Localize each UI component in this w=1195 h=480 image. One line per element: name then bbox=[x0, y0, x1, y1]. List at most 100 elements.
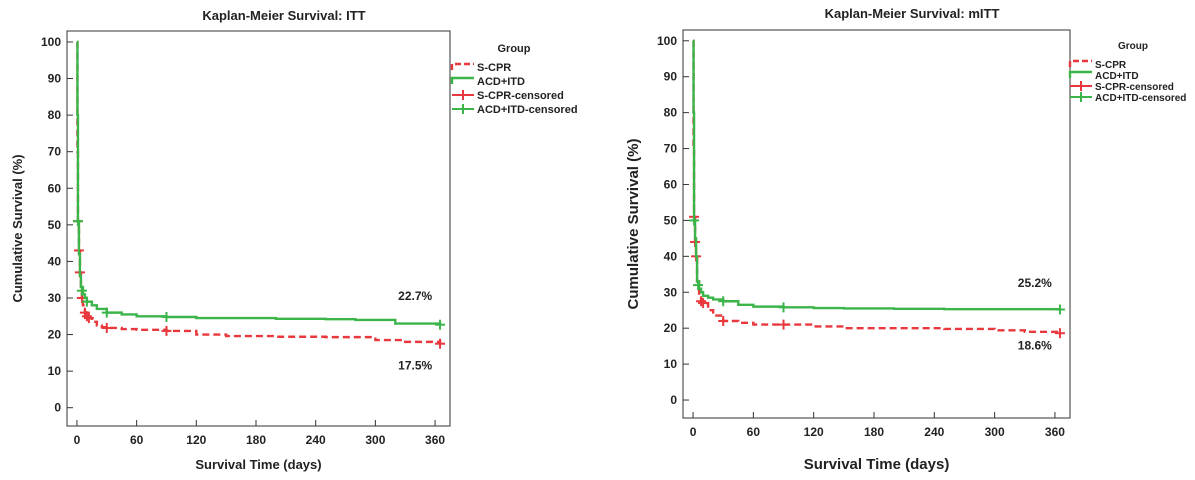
y-tick-label: 30 bbox=[664, 285, 678, 299]
y-tick-label: 90 bbox=[664, 70, 678, 84]
end-survival-label: 18.6% bbox=[1018, 339, 1052, 353]
censor-mark-acd-itd bbox=[689, 215, 700, 226]
censor-mark-acd-itd bbox=[76, 285, 87, 296]
legend-swatch bbox=[1068, 70, 1092, 78]
legend-entry: ACD+ITD bbox=[450, 76, 525, 88]
chart-2: Kaplan-Meier Survival: mITT 0 10 20 30 40 50 60… bbox=[625, 6, 1186, 473]
x-tick-label: 60 bbox=[747, 425, 761, 439]
legend-label: S-CPR bbox=[477, 62, 511, 74]
censor-mark-s-cpr bbox=[778, 319, 789, 330]
x-tick-label: 300 bbox=[985, 425, 1005, 439]
x-tick-label: 180 bbox=[246, 433, 266, 447]
legend-label: ACD+ITD-censored bbox=[1095, 93, 1186, 104]
plot-frame bbox=[66, 30, 451, 427]
series-line-s-cpr bbox=[76, 40, 442, 344]
series-line-acd-itd bbox=[76, 40, 442, 325]
legend-entry: ACD+ITD-censored bbox=[1070, 92, 1186, 104]
y-tick-label: 90 bbox=[48, 72, 62, 86]
chart-1: Kaplan-Meier Survival: ITT 0 10 20 30 40 50 60 7… bbox=[10, 8, 578, 472]
censor-mark-acd-itd bbox=[1054, 304, 1065, 315]
censor-mark-s-cpr bbox=[83, 313, 94, 324]
legend-swatch bbox=[450, 62, 474, 70]
y-axis-label: Cumulative Survival (%) bbox=[10, 154, 25, 302]
legend-swatch bbox=[450, 76, 474, 84]
censor-mark-s-cpr bbox=[161, 325, 172, 336]
x-tick-label: 120 bbox=[804, 425, 824, 439]
censor-mark-acd-itd bbox=[778, 302, 789, 313]
legend-entry: S-CPR bbox=[450, 62, 511, 74]
y-tick-label: 40 bbox=[48, 254, 62, 268]
x-tick-label: 360 bbox=[1045, 425, 1065, 439]
y-tick-label: 40 bbox=[664, 249, 678, 263]
y-tick-label: 50 bbox=[48, 218, 62, 232]
legend: Group S-CPR ACD+ITD S-CPR-censored ACD+ITD-c… bbox=[450, 43, 578, 116]
chart-title: Kaplan-Meier Survival: mITT bbox=[825, 6, 1000, 21]
y-tick-label: 10 bbox=[664, 357, 678, 371]
x-tick-label: 120 bbox=[186, 433, 206, 447]
y-tick-label: 20 bbox=[48, 328, 62, 342]
x-axis-label: Survival Time (days) bbox=[195, 457, 321, 472]
censor-mark-acd-itd bbox=[161, 312, 172, 323]
censor-mark-s-cpr bbox=[81, 311, 92, 322]
x-tick-label: 360 bbox=[425, 433, 445, 447]
x-tick-label: 0 bbox=[74, 433, 81, 447]
censor-mark-acd-itd bbox=[693, 280, 704, 291]
y-tick-label: 80 bbox=[48, 108, 62, 122]
legend-entry: S-CPR bbox=[1068, 59, 1127, 71]
y-tick-label: 50 bbox=[664, 213, 678, 227]
legend-label: ACD+ITD-censored bbox=[477, 104, 578, 116]
y-axis-label: Cumulative Survival (%) bbox=[625, 139, 642, 310]
y-tick-label: 100 bbox=[657, 34, 677, 48]
censor-mark-acd-itd bbox=[718, 296, 729, 307]
chart-title: Kaplan-Meier Survival: ITT bbox=[202, 8, 365, 23]
censor-mark-acd-itd bbox=[72, 216, 83, 227]
legend-title: Group bbox=[498, 43, 531, 55]
end-survival-label: 25.2% bbox=[1018, 276, 1052, 290]
legend-label: ACD+ITD bbox=[1095, 71, 1139, 82]
y-tick-label: 60 bbox=[664, 177, 678, 191]
legend-label: S-CPR-censored bbox=[1095, 82, 1174, 93]
legend-swatch bbox=[1068, 59, 1092, 67]
series-line-s-cpr bbox=[692, 39, 1062, 334]
y-tick-label: 70 bbox=[664, 142, 678, 156]
censor-mark-acd-itd bbox=[101, 307, 112, 318]
legend-entry: ACD+ITD bbox=[1068, 70, 1139, 82]
censor-mark-s-cpr bbox=[1054, 328, 1065, 339]
legend-label: S-CPR-censored bbox=[477, 90, 564, 102]
censor-mark-s-cpr bbox=[101, 322, 112, 333]
series-line-acd-itd bbox=[692, 39, 1062, 311]
x-tick-label: 240 bbox=[924, 425, 944, 439]
legend-label: ACD+ITD bbox=[477, 76, 525, 88]
censor-mark-s-cpr bbox=[696, 296, 707, 307]
x-axis-label: Survival Time (days) bbox=[804, 456, 950, 473]
censor-mark-acd-itd bbox=[435, 319, 446, 330]
legend-title: Group bbox=[1118, 41, 1148, 52]
x-tick-label: 300 bbox=[365, 433, 385, 447]
y-tick-label: 100 bbox=[41, 35, 61, 49]
censor-mark-acd-itd bbox=[81, 296, 92, 307]
x-tick-label: 180 bbox=[864, 425, 884, 439]
legend-entry: S-CPR-censored bbox=[452, 90, 564, 102]
y-tick-label: 30 bbox=[48, 291, 62, 305]
y-tick-label: 80 bbox=[664, 106, 678, 120]
censor-mark-s-cpr bbox=[718, 316, 729, 326]
x-tick-label: 240 bbox=[306, 433, 326, 447]
end-survival-label: 22.7% bbox=[398, 289, 432, 303]
y-tick-label: 70 bbox=[48, 145, 62, 159]
plot-frame bbox=[682, 29, 1071, 419]
legend: Group S-CPRACD+ITDS-CPR-censoredACD+ITD-c… bbox=[1068, 41, 1186, 104]
y-tick-label: 0 bbox=[54, 401, 61, 415]
legend-entry: ACD+ITD-censored bbox=[452, 104, 578, 116]
censor-mark-s-cpr bbox=[698, 298, 709, 309]
legend-entry: S-CPR-censored bbox=[1070, 81, 1174, 93]
legend-label: S-CPR bbox=[1095, 60, 1127, 71]
x-tick-label: 60 bbox=[130, 433, 144, 447]
y-tick-label: 10 bbox=[48, 364, 62, 378]
end-survival-label: 17.5% bbox=[398, 358, 432, 372]
y-tick-label: 20 bbox=[664, 321, 678, 335]
y-tick-label: 0 bbox=[670, 393, 677, 407]
censor-mark-s-cpr bbox=[435, 338, 446, 349]
x-tick-label: 0 bbox=[690, 425, 697, 439]
y-tick-label: 60 bbox=[48, 181, 62, 195]
